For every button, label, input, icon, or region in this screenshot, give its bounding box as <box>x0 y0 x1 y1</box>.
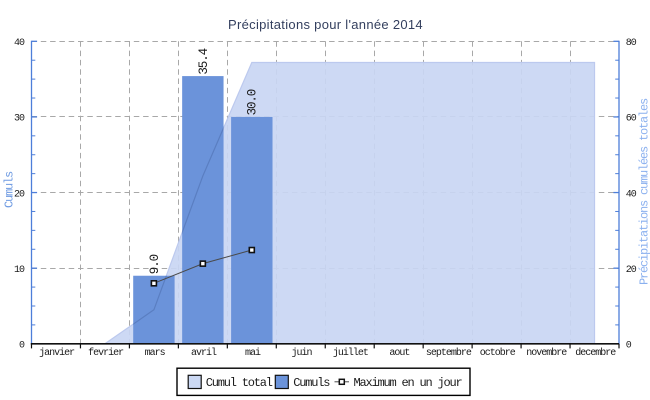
svg-text:mars: mars <box>145 348 166 359</box>
svg-text:Cumuls: Cumuls <box>3 171 17 208</box>
svg-text:Maximum en un jour: Maximum en un jour <box>354 376 463 390</box>
svg-text:20: 20 <box>626 265 637 276</box>
svg-text:Précipitations pour l'année 20: Précipitations pour l'année 2014 <box>228 17 423 32</box>
svg-text:septembre: septembre <box>426 347 472 359</box>
svg-text:aout: aout <box>389 348 409 359</box>
svg-text:fevrier: fevrier <box>88 347 124 359</box>
svg-text:Cumuls: Cumuls <box>293 376 330 390</box>
svg-text:Précipitations cumulées totale: Précipitations cumulées totales <box>638 98 650 285</box>
svg-text:30: 30 <box>14 114 25 125</box>
svg-text:juin: juin <box>291 347 312 359</box>
svg-text:60: 60 <box>626 114 637 125</box>
svg-text:decembre: decembre <box>575 347 616 359</box>
svg-text:novembre: novembre <box>526 347 567 359</box>
svg-text:40: 40 <box>14 38 25 49</box>
svg-text:Cumul total: Cumul total <box>206 376 273 390</box>
svg-text:mai: mai <box>245 347 261 359</box>
svg-text:juillet: juillet <box>333 347 368 359</box>
svg-text:avril: avril <box>191 347 217 359</box>
svg-text:10: 10 <box>14 265 25 276</box>
svg-text:9.0: 9.0 <box>148 254 162 274</box>
svg-text:30.0: 30.0 <box>246 89 260 115</box>
svg-text:80: 80 <box>626 38 637 49</box>
svg-text:octobre: octobre <box>480 347 516 359</box>
svg-text:20: 20 <box>14 189 25 200</box>
svg-text:35.4: 35.4 <box>197 48 211 74</box>
svg-text:0: 0 <box>19 341 25 352</box>
svg-text:0: 0 <box>626 341 632 352</box>
svg-text:janvier: janvier <box>39 347 75 359</box>
svg-text:40: 40 <box>626 189 637 200</box>
